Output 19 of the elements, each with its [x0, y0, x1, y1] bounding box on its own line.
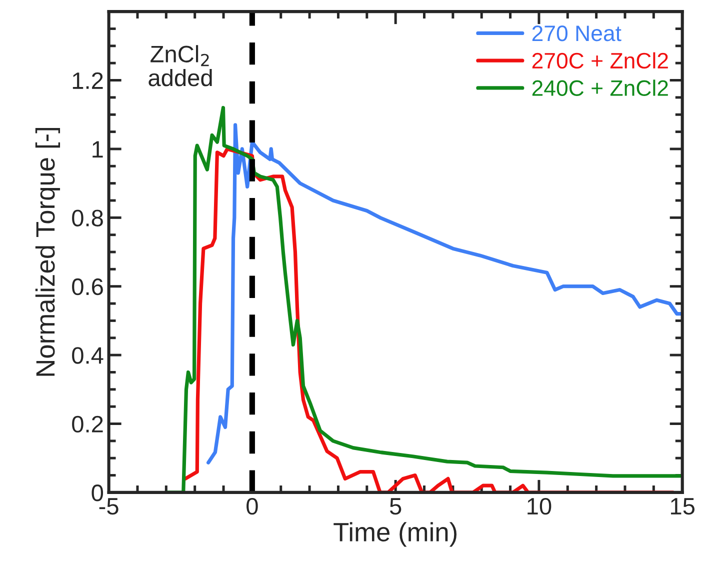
line-series — [166, 106, 682, 492]
y-axis-title: Normalized Torque [-] — [35, 128, 60, 376]
line-series — [206, 123, 682, 464]
text: 270 Neat — [532, 25, 622, 42]
annotation: ZnCl$_{2}$ added — [148, 45, 212, 86]
legend-label: 240C + ZnCl2 — [532, 80, 668, 96]
y-tick-label: 0.2 — [72, 416, 103, 433]
legend-label: 270C + ZnCl2 — [532, 52, 668, 69]
y-tick-label: 0.8 — [72, 210, 103, 226]
x-tick-label: 15 — [671, 498, 694, 515]
y-tick-label: 0.4 — [72, 347, 104, 364]
y-tick-label: 1.2 — [72, 72, 103, 89]
line-series — [184, 147, 675, 492]
x-tick-label: 5 — [390, 498, 402, 515]
x-tick-label: 10 — [528, 498, 552, 515]
x-axis-title: Time (min) — [334, 522, 456, 547]
x-tick-label: 0 — [246, 498, 258, 515]
y-tick-label: 1 — [92, 141, 103, 158]
y-tick-label: 0.6 — [72, 278, 103, 296]
